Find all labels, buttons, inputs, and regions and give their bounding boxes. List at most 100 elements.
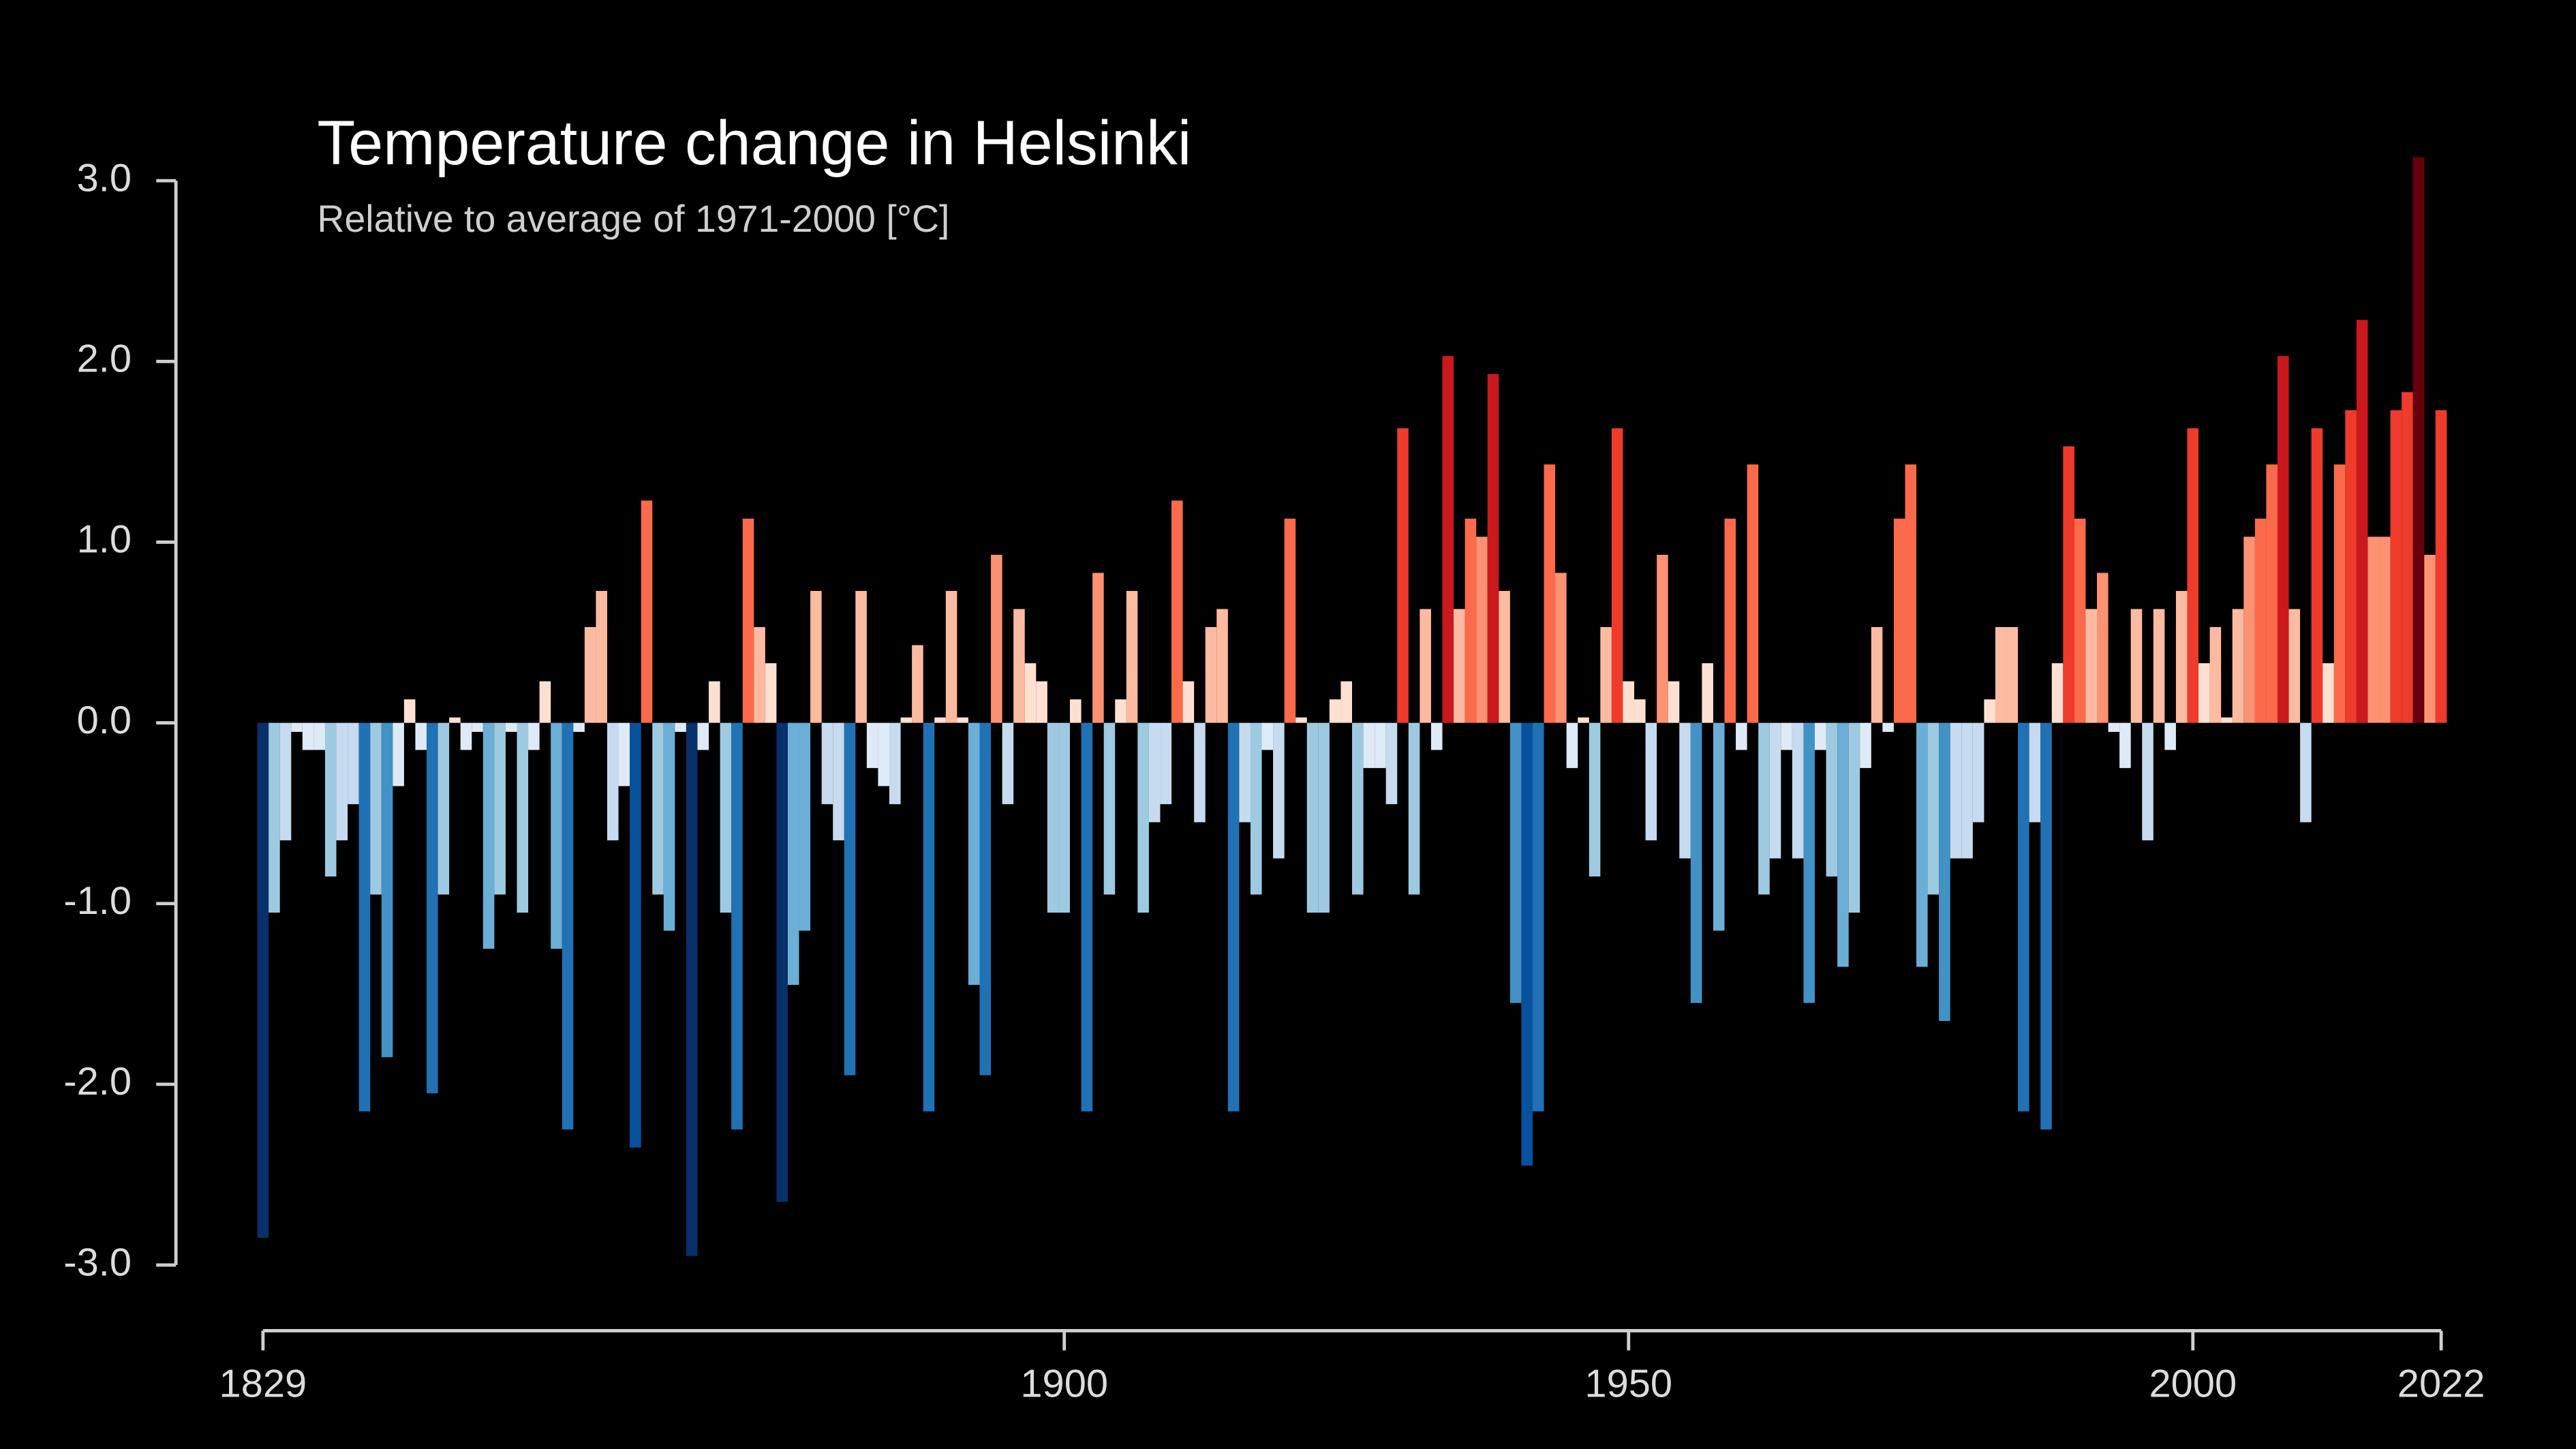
bar xyxy=(517,722,529,913)
bar xyxy=(1318,722,1330,913)
bar xyxy=(720,722,732,913)
bar xyxy=(1916,722,1928,967)
bar xyxy=(2006,627,2019,723)
bar xyxy=(1939,722,1950,1022)
bar xyxy=(991,555,1002,723)
bar xyxy=(1081,722,1093,1112)
bar xyxy=(1103,722,1116,895)
bar xyxy=(2018,722,2029,1112)
bar xyxy=(1623,681,1635,723)
bar xyxy=(1679,722,1691,859)
bar xyxy=(482,722,495,949)
bar xyxy=(979,722,992,1076)
bar xyxy=(2412,157,2425,723)
bar xyxy=(1036,681,1047,723)
bar xyxy=(1340,681,1353,723)
bar xyxy=(821,722,833,804)
bar xyxy=(1408,722,1420,895)
x-tick-label: 1950 xyxy=(1584,1362,1672,1406)
bar xyxy=(2402,392,2413,723)
bar xyxy=(686,722,698,1256)
x-tick-label: 2022 xyxy=(2397,1362,2485,1406)
bar xyxy=(878,722,890,787)
y-tick-label: -2.0 xyxy=(63,1060,132,1103)
y-tick-label: -1.0 xyxy=(63,879,132,923)
bar xyxy=(1115,699,1126,723)
bar xyxy=(1589,722,1601,876)
bar xyxy=(1284,518,1296,723)
bar xyxy=(358,722,371,1112)
bar xyxy=(2153,609,2165,723)
bar xyxy=(2367,536,2380,723)
bar xyxy=(1792,722,1804,859)
bar xyxy=(1216,609,1228,723)
bar xyxy=(742,518,754,723)
bar xyxy=(652,722,664,895)
bar xyxy=(460,722,472,750)
y-tick-label: 1.0 xyxy=(77,518,132,562)
bar xyxy=(833,722,844,840)
bar xyxy=(1837,722,1849,967)
bar xyxy=(1454,609,1465,723)
bar xyxy=(2130,609,2143,723)
bar xyxy=(2356,320,2368,723)
bar xyxy=(1578,717,1589,723)
bar xyxy=(1024,663,1037,723)
bar xyxy=(787,722,799,986)
bar xyxy=(1126,591,1138,723)
bar xyxy=(2108,722,2120,732)
bar xyxy=(1227,722,1240,1112)
bar xyxy=(2085,609,2098,723)
bar xyxy=(427,722,438,1094)
bar xyxy=(2097,573,2109,723)
bar xyxy=(844,722,856,1076)
bar xyxy=(1069,699,1082,723)
bar xyxy=(2288,609,2301,723)
bar xyxy=(1803,722,1815,1003)
chart-subtitle: Relative to average of 1971-2000 [°C] xyxy=(317,198,949,240)
bar xyxy=(731,722,743,1130)
bar xyxy=(2119,722,2131,768)
bar xyxy=(336,722,348,840)
bar xyxy=(1363,722,1375,768)
bar xyxy=(1487,373,1499,723)
bar xyxy=(2322,663,2334,723)
bar xyxy=(1905,464,1917,723)
bar xyxy=(2175,591,2188,723)
bar xyxy=(539,681,551,723)
bar xyxy=(584,627,596,723)
bar xyxy=(1961,722,1973,859)
bar xyxy=(2390,410,2402,723)
bar xyxy=(1544,464,1556,723)
bar xyxy=(934,717,946,723)
bar xyxy=(449,717,461,723)
bar xyxy=(2232,609,2244,723)
bar xyxy=(2040,722,2052,1130)
x-tick-label: 1900 xyxy=(1020,1362,1108,1406)
bar xyxy=(866,722,878,768)
bar xyxy=(618,722,630,787)
bar xyxy=(348,722,359,804)
bar xyxy=(1848,722,1860,913)
bar xyxy=(2254,518,2267,723)
bar xyxy=(2164,722,2176,750)
bar xyxy=(799,722,811,931)
bar xyxy=(968,722,980,986)
bar xyxy=(1555,573,1567,723)
bar xyxy=(324,722,337,876)
bar xyxy=(2311,428,2323,723)
y-tick-label: 0.0 xyxy=(77,699,132,742)
bar xyxy=(2051,663,2064,723)
bar xyxy=(1826,722,1838,876)
bar xyxy=(269,722,280,913)
bar xyxy=(1611,428,1623,723)
bar xyxy=(2074,518,2086,723)
bar xyxy=(945,591,957,723)
bar xyxy=(1781,722,1792,750)
bar xyxy=(528,722,540,750)
bar xyxy=(1893,518,1905,723)
bar xyxy=(1013,609,1025,723)
x-tick-label: 2000 xyxy=(2149,1362,2237,1406)
